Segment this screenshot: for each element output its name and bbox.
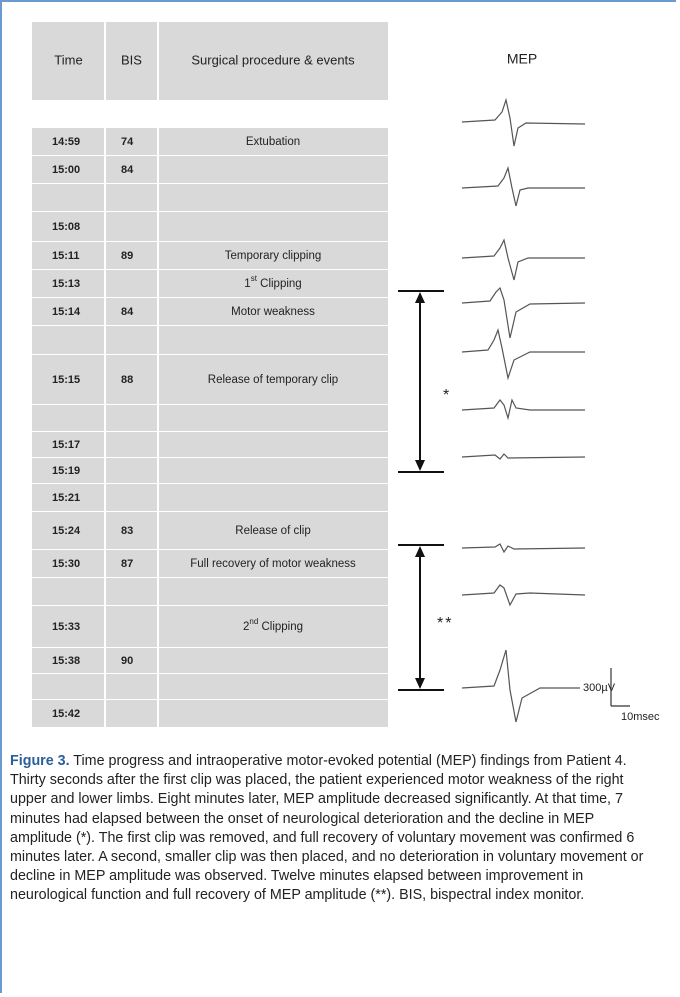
trace xyxy=(461,286,586,339)
caption-text: Time progress and intraoperative motor-e… xyxy=(10,753,644,904)
marker: ** xyxy=(437,615,453,632)
time-cell: 14:59 xyxy=(52,136,80,148)
mep-heading: MEP xyxy=(507,51,537,67)
time-cell: 15:30 xyxy=(52,558,80,570)
event-cell: 1st Clipping xyxy=(244,274,301,290)
bis-cell: 90 xyxy=(121,655,133,667)
bis-cell: 88 xyxy=(121,374,133,386)
row-bg xyxy=(32,355,388,405)
event-cell: Temporary clipping xyxy=(225,250,322,262)
scale-time: 10msec xyxy=(621,711,660,723)
bis-cell: 84 xyxy=(121,164,134,176)
caption-label: Figure 3. xyxy=(10,753,70,769)
bis-cell: 83 xyxy=(121,525,133,537)
time-cell: 15:24 xyxy=(52,525,81,537)
caption: Figure 3. Time progress and intraoperati… xyxy=(10,752,650,906)
row-bg xyxy=(32,550,388,578)
scale-amplitude: 300µV xyxy=(583,682,616,694)
row-bg xyxy=(32,484,388,512)
time-cell: 15:13 xyxy=(52,278,80,290)
column-header: Time xyxy=(54,52,82,67)
row-bg xyxy=(32,458,388,484)
row-bg xyxy=(32,432,388,458)
arrow-head xyxy=(415,678,425,689)
figure: Time BIS Surgical procedure & events 14:59 7… xyxy=(32,22,660,729)
event-text: Clipping xyxy=(258,621,303,633)
bis-cell: 87 xyxy=(121,558,133,570)
time-cell: 15:15 xyxy=(52,374,80,386)
arrow-head xyxy=(415,292,425,303)
time-cell: 15:42 xyxy=(52,708,80,720)
trace xyxy=(461,238,585,281)
row-bg xyxy=(32,156,388,184)
marker: * xyxy=(443,387,449,404)
row-bg xyxy=(32,242,388,270)
event-text: Clipping xyxy=(257,278,302,290)
arrow-head xyxy=(415,460,425,471)
interval-arrows xyxy=(398,290,444,691)
time-cell: 15:19 xyxy=(52,465,80,477)
time-cell: 15:33 xyxy=(52,621,80,633)
bis-cell: 89 xyxy=(121,250,133,262)
event-cell: 2nd Clipping xyxy=(243,617,303,633)
bis-cell: 84 xyxy=(121,306,134,318)
row-bg xyxy=(32,326,388,355)
arrow-head xyxy=(415,546,425,557)
event-sup: nd xyxy=(249,617,258,626)
row-bg xyxy=(32,405,388,432)
row-bg xyxy=(32,212,388,242)
row-bg xyxy=(32,578,388,606)
time-cell: 15:00 xyxy=(52,164,80,176)
row-bg xyxy=(32,674,388,700)
row-bg xyxy=(32,700,388,728)
event-sup: st xyxy=(251,274,258,283)
event-cell: Motor weakness xyxy=(231,306,315,318)
trace xyxy=(461,165,585,207)
row-bg xyxy=(32,128,388,156)
event-cell: Extubation xyxy=(246,136,300,148)
trace xyxy=(461,97,586,147)
header-bg xyxy=(32,22,388,100)
column-header: Surgical procedure & events xyxy=(191,52,355,67)
row-bg xyxy=(32,298,388,326)
time-cell: 15:21 xyxy=(52,492,80,504)
table: Time BIS Surgical procedure & events 14:59 7… xyxy=(32,22,388,729)
time-cell: 15:14 xyxy=(52,306,81,318)
time-cell: 15:11 xyxy=(52,250,80,262)
trace xyxy=(461,649,580,723)
event-cell: Full recovery of motor weakness xyxy=(190,558,356,570)
bis-cell: 74 xyxy=(121,136,134,148)
mep-traces xyxy=(461,97,586,723)
row-bg xyxy=(32,512,388,550)
row-bg xyxy=(32,606,388,648)
trace xyxy=(461,398,585,421)
event-num: 1 xyxy=(244,278,250,290)
trace xyxy=(461,543,586,554)
trace xyxy=(461,584,586,607)
trace xyxy=(461,453,586,460)
time-cell: 15:38 xyxy=(52,655,80,667)
event-cell: Release of clip xyxy=(235,525,310,537)
row-bg xyxy=(32,648,388,674)
event-cell: Release of temporary clip xyxy=(208,374,338,386)
row-bg xyxy=(32,184,388,212)
time-cell: 15:08 xyxy=(52,221,80,233)
column-header: BIS xyxy=(121,52,142,67)
row-bg xyxy=(32,270,388,298)
time-cell: 15:17 xyxy=(52,439,80,451)
event-num: 2 xyxy=(243,621,249,633)
trace xyxy=(461,327,585,381)
